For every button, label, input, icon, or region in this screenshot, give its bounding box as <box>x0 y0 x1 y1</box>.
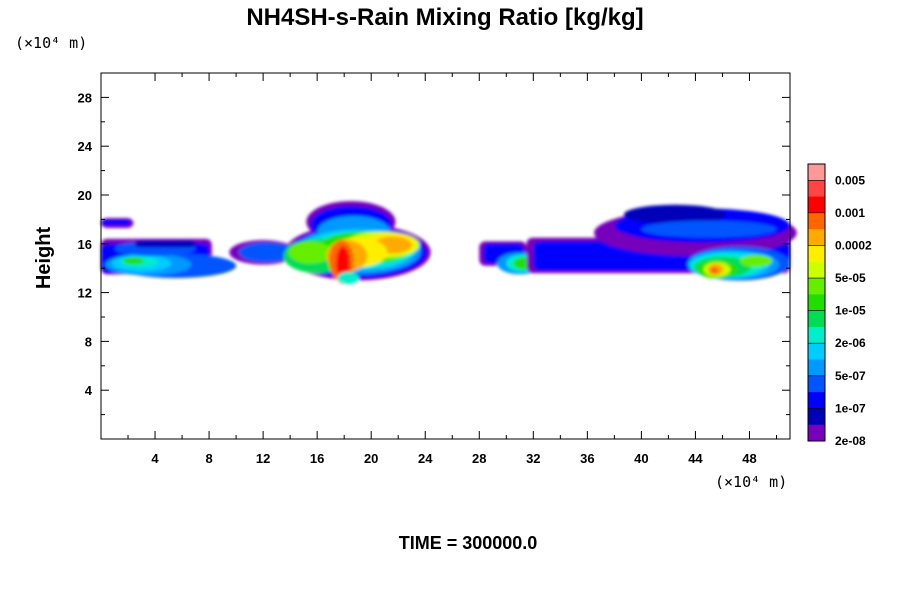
colorbar-label: 1e-05 <box>835 304 866 318</box>
y-tick-label: 28 <box>78 90 92 105</box>
colorbar-segment <box>808 180 825 198</box>
y-tick-label: 8 <box>85 334 92 349</box>
colorbar-label: 0.005 <box>835 173 865 187</box>
colorbar: 0.005 0.001 0.0002 5e-05 1e-05 2e-06 5e-07 1e-0… <box>807 163 872 448</box>
cloud-contour <box>337 271 360 285</box>
plot-area <box>101 201 797 285</box>
colorbar-segment <box>808 310 825 328</box>
cloud-field <box>101 201 797 285</box>
cloud-contour <box>238 242 296 263</box>
cloud-contour <box>134 240 196 248</box>
colorbar-segment <box>808 212 825 230</box>
colorbar-segment <box>808 229 825 246</box>
colorbar-segment <box>808 392 825 409</box>
cloud-contour <box>122 257 145 265</box>
colorbar-label: 5e-05 <box>835 271 866 285</box>
y-axis: 4 8 12 16 20 24 28 <box>78 90 790 416</box>
cloud-contour <box>623 204 727 225</box>
x-tick-label: 32 <box>526 451 540 466</box>
cloud-contour <box>288 241 333 264</box>
colorbar-segment <box>808 424 825 442</box>
y-tick-label: 16 <box>78 237 92 252</box>
colorbar-segment <box>808 164 825 181</box>
colorbar-label: 2e-06 <box>835 336 866 350</box>
colorbar-segment <box>808 408 825 426</box>
x-axis: 4 8 12 16 20 24 28 32 36 40 44 48 <box>127 73 777 466</box>
y-axis-unit: (×10⁴ m) <box>15 34 87 52</box>
chart-title: NH4SH-s-Rain Mixing Ratio [kg/kg] <box>246 4 643 31</box>
y-tick-label: 12 <box>78 286 92 301</box>
x-axis-unit: (×10⁴ m) <box>715 473 787 491</box>
x-tick-label: 24 <box>418 451 433 466</box>
x-tick-label: 12 <box>256 451 270 466</box>
y-tick-label: 4 <box>85 383 93 398</box>
colorbar-label: 1e-07 <box>835 401 866 415</box>
x-tick-label: 4 <box>151 451 159 466</box>
colorbar-segment <box>808 196 825 214</box>
plot-frame <box>100 72 791 440</box>
colorbar-label: 0.0002 <box>835 238 872 252</box>
y-axis-label: Height <box>33 227 55 290</box>
cloud-contour <box>740 254 773 267</box>
x-tick-label: 8 <box>205 451 212 466</box>
cloud-contour <box>641 220 777 238</box>
cloud-contour <box>101 219 131 226</box>
y-tick-label: 20 <box>78 188 92 203</box>
colorbar-label: 5e-07 <box>835 369 866 383</box>
colorbar-segment <box>808 375 825 393</box>
colorbar-segment <box>808 359 825 377</box>
x-tick-label: 40 <box>634 451 648 466</box>
time-label: TIME = 300000.0 <box>399 533 538 553</box>
y-tick-label: 24 <box>78 139 93 154</box>
colorbar-label: 2e-08 <box>835 434 866 448</box>
colorbar-segment <box>808 261 825 279</box>
colorbar-segment <box>808 278 825 295</box>
x-tick-label: 36 <box>580 451 594 466</box>
x-tick-label: 16 <box>310 451 324 466</box>
colorbar-segment <box>808 245 825 263</box>
colorbar-label: 0.001 <box>835 206 865 220</box>
x-tick-label: 48 <box>742 451 756 466</box>
x-tick-label: 20 <box>364 451 378 466</box>
colorbar-segment <box>808 294 825 312</box>
x-tick-label: 44 <box>688 451 703 466</box>
cloud-contour <box>710 266 719 275</box>
x-tick-label: 28 <box>472 451 486 466</box>
colorbar-segment <box>808 343 825 361</box>
colorbar-segment <box>808 326 825 344</box>
